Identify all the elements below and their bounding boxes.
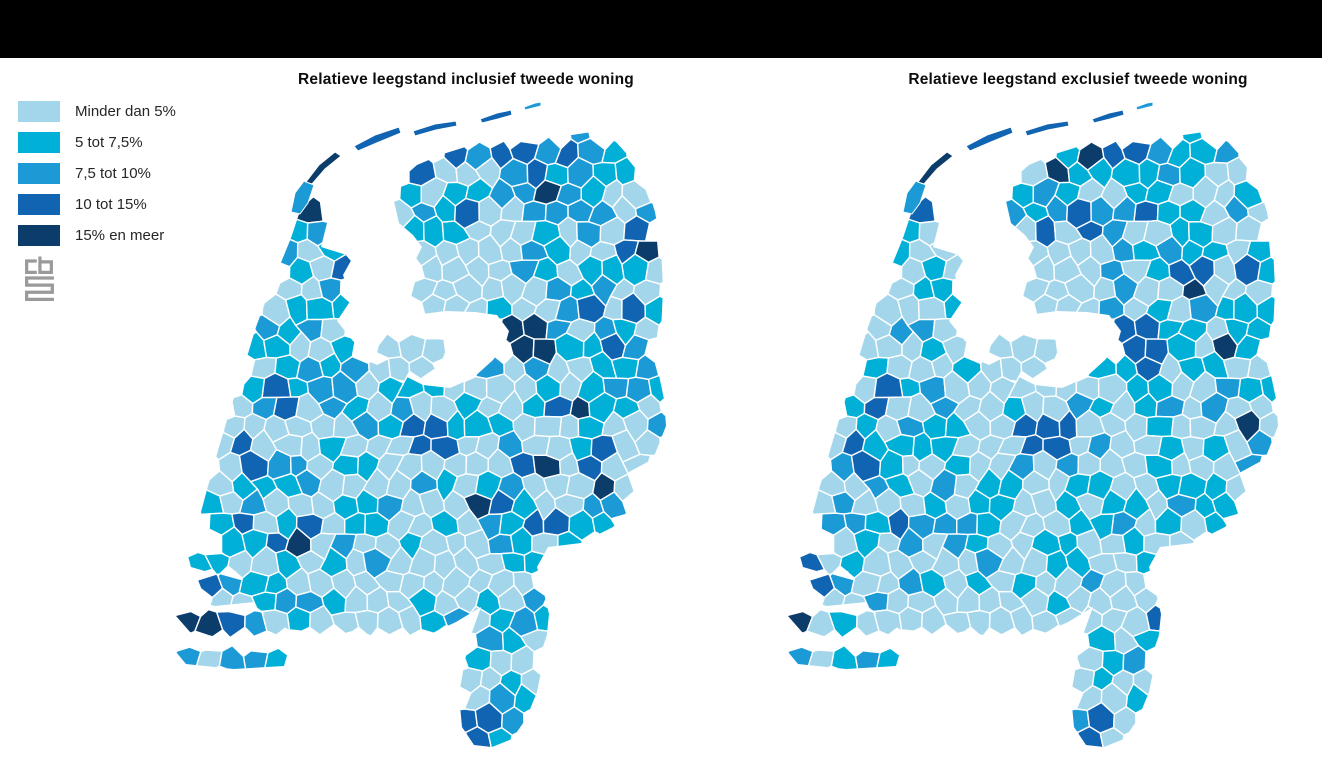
municipality-cell bbox=[1222, 356, 1252, 380]
municipality-cell bbox=[644, 256, 666, 285]
legend-item-4: 15% en meer bbox=[18, 225, 176, 246]
wadden-island-3 bbox=[1024, 120, 1070, 137]
map-region-2 bbox=[820, 522, 881, 560]
map-region-6 bbox=[788, 644, 901, 669]
municipality-cell bbox=[862, 591, 890, 613]
map-region-2 bbox=[208, 522, 269, 560]
municipality-cell bbox=[819, 587, 846, 606]
wadden-island-4 bbox=[479, 109, 513, 124]
legend-label-4: 15% en meer bbox=[75, 227, 165, 244]
municipality-cell bbox=[1145, 604, 1174, 632]
wadden-island-0 bbox=[902, 180, 927, 215]
municipality-cell bbox=[1246, 353, 1272, 381]
municipality-cell bbox=[241, 528, 269, 560]
municipality-cell bbox=[898, 218, 921, 244]
choropleth-map-inclusief bbox=[176, 101, 666, 747]
legend: Minder dan 5% 5 tot 7,5% 7,5 tot 10% 10 … bbox=[18, 101, 176, 256]
choropleth-map-exclusief bbox=[788, 101, 1278, 747]
municipality-cell bbox=[1256, 256, 1278, 285]
municipality-cell bbox=[966, 609, 991, 639]
municipality-cell bbox=[375, 332, 403, 360]
map-title-exclusief: Relatieve leegstand exclusief tweede won… bbox=[908, 71, 1248, 88]
municipality-cell bbox=[1145, 415, 1175, 438]
legend-item-3: 10 tot 15% bbox=[18, 194, 176, 215]
municipality-cell bbox=[853, 528, 881, 560]
municipality-cell bbox=[634, 353, 660, 381]
map-title-inclusief: Relatieve leegstand inclusief tweede won… bbox=[298, 71, 634, 88]
municipality-cell bbox=[215, 610, 246, 639]
municipality-cell bbox=[531, 532, 559, 556]
municipality-cell bbox=[830, 644, 859, 669]
municipality-cell bbox=[788, 644, 814, 669]
legend-label-1: 5 tot 7,5% bbox=[75, 134, 143, 151]
map-region-0 bbox=[201, 132, 666, 747]
wadden-island-1 bbox=[917, 151, 954, 185]
municipality-cell bbox=[856, 608, 880, 638]
legend-swatch-0 bbox=[18, 101, 60, 122]
wadden-island-5 bbox=[1135, 101, 1154, 111]
legend-item-1: 5 tot 7,5% bbox=[18, 132, 176, 153]
municipality-cell bbox=[1170, 413, 1192, 440]
legend-swatch-4 bbox=[18, 225, 60, 246]
cbs-logo-icon bbox=[25, 256, 54, 302]
municipality-cell bbox=[533, 604, 562, 632]
map-region-6 bbox=[176, 644, 289, 669]
municipality-cell bbox=[305, 296, 335, 321]
municipality-cell bbox=[330, 611, 360, 637]
municipality-cell bbox=[875, 647, 901, 669]
wadden-island-1 bbox=[305, 151, 342, 185]
municipality-cell bbox=[244, 608, 268, 638]
municipality-cell bbox=[263, 647, 289, 669]
municipality-cell bbox=[286, 218, 309, 244]
map-region-4 bbox=[194, 574, 259, 606]
legend-label-3: 10 tot 15% bbox=[75, 196, 147, 213]
municipality-cell bbox=[1143, 532, 1171, 556]
legend-swatch-2 bbox=[18, 163, 60, 184]
legend-swatch-1 bbox=[18, 132, 60, 153]
municipality-cell bbox=[854, 650, 881, 669]
municipality-cell bbox=[827, 610, 858, 639]
wadden-island-2 bbox=[965, 126, 1014, 152]
municipality-cell bbox=[218, 644, 247, 669]
municipality-cell bbox=[610, 356, 640, 380]
legend-item-0: Minder dan 5% bbox=[18, 101, 176, 122]
wadden-island-3 bbox=[412, 120, 458, 137]
municipality-cell bbox=[176, 644, 202, 669]
municipality-cell bbox=[1133, 200, 1159, 223]
legend-label-0: Minder dan 5% bbox=[75, 103, 176, 120]
wadden-island-4 bbox=[1091, 109, 1125, 124]
wadden-island-2 bbox=[353, 126, 402, 152]
wadden-island-5 bbox=[523, 101, 542, 111]
municipality-cell bbox=[533, 415, 563, 438]
legend-label-2: 7,5 tot 10% bbox=[75, 165, 151, 182]
legend-item-2: 7,5 tot 10% bbox=[18, 163, 176, 184]
municipality-cell bbox=[942, 611, 972, 637]
municipality-cell bbox=[242, 650, 269, 669]
municipality-cell bbox=[521, 200, 547, 223]
municipality-cell bbox=[523, 550, 548, 575]
legend-swatch-3 bbox=[18, 194, 60, 215]
municipality-cell bbox=[558, 413, 580, 440]
municipality-cell bbox=[207, 587, 234, 606]
municipality-cell bbox=[250, 591, 278, 613]
top-black-bar bbox=[0, 0, 1322, 58]
wadden-island-0 bbox=[290, 180, 315, 215]
municipality-cell bbox=[354, 609, 379, 639]
map-region-1 bbox=[375, 332, 448, 382]
municipality-cell bbox=[987, 332, 1015, 360]
municipality-cell bbox=[1135, 550, 1160, 575]
municipality-cell bbox=[917, 296, 947, 321]
